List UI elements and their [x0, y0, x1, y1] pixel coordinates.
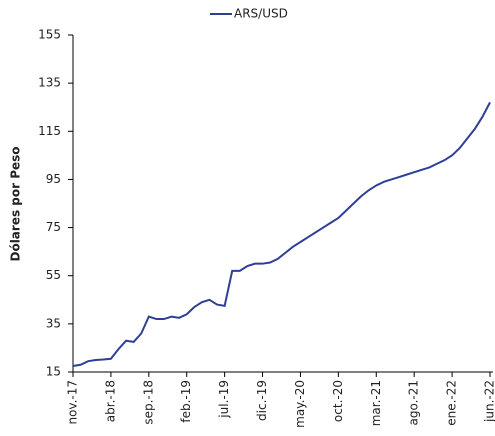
legend-label: ARS/USD: [234, 7, 288, 21]
y-tick-label: 75: [46, 220, 61, 234]
x-tick-label: ene.-22: [445, 380, 459, 426]
y-tick-label: 135: [38, 76, 61, 90]
x-tick-label: oct.-20: [331, 380, 345, 422]
x-tick-label: jun.-22: [483, 380, 495, 423]
x-tick-label: abr.-18: [103, 380, 117, 422]
x-tick-label: feb.-19: [179, 380, 193, 423]
x-tick-label: jul.-19: [217, 380, 231, 419]
y-tick-label: 115: [38, 124, 61, 138]
y-axis-label: Dólares por Peso: [9, 146, 23, 261]
y-tick-label: 15: [46, 365, 61, 379]
x-tick-label: sep.-18: [141, 380, 155, 425]
x-tick-label: mar.-21: [369, 380, 383, 426]
y-tick-label: 55: [46, 268, 61, 282]
y-tick-label: 155: [38, 28, 61, 42]
x-tick-label: nov.-17: [66, 380, 80, 425]
y-tick-label: 95: [46, 172, 61, 186]
line-series: [73, 102, 490, 366]
x-tick-label: may.-20: [293, 380, 307, 428]
x-tick-label: dic.-19: [255, 380, 269, 421]
x-tick-label: ago.-21: [407, 380, 421, 426]
y-tick-label: 35: [46, 316, 61, 330]
